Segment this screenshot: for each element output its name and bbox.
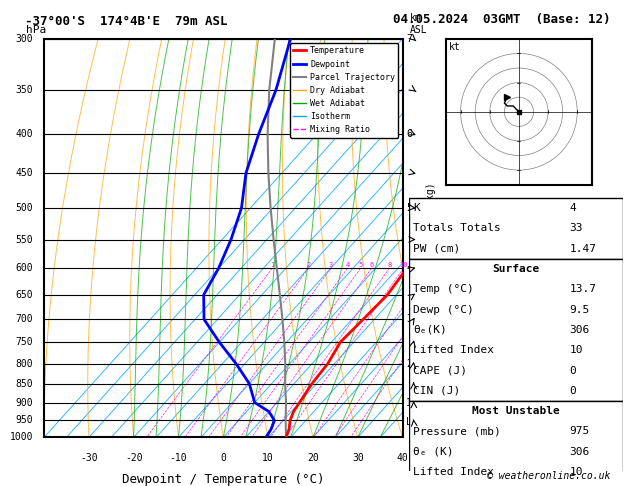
Text: Mixing Ratio (g/kg): Mixing Ratio (g/kg) xyxy=(426,182,437,294)
Text: 9.5: 9.5 xyxy=(569,305,589,314)
Text: © weatheronline.co.uk: © weatheronline.co.uk xyxy=(487,471,610,481)
Text: 2: 2 xyxy=(406,359,412,368)
Text: 1: 1 xyxy=(270,262,274,268)
Text: LCL: LCL xyxy=(406,417,424,427)
Text: 500: 500 xyxy=(16,203,33,213)
Text: 13.7: 13.7 xyxy=(569,284,596,295)
Text: 4: 4 xyxy=(345,262,350,268)
Text: θₑ(K): θₑ(K) xyxy=(413,325,447,335)
Text: Totals Totals: Totals Totals xyxy=(413,224,501,233)
Text: 975: 975 xyxy=(569,426,589,436)
Text: -37°00'S  174°4B'E  79m ASL: -37°00'S 174°4B'E 79m ASL xyxy=(25,16,228,28)
Text: Dewp (°C): Dewp (°C) xyxy=(413,305,474,314)
Text: 33: 33 xyxy=(569,224,582,233)
Text: -30: -30 xyxy=(80,453,97,463)
Text: θₑ (K): θₑ (K) xyxy=(413,447,454,457)
Text: 0: 0 xyxy=(569,386,576,396)
Text: 40: 40 xyxy=(397,453,408,463)
Text: 8: 8 xyxy=(387,262,391,268)
Text: Surface: Surface xyxy=(492,264,540,274)
Text: 10: 10 xyxy=(569,467,582,477)
Text: 30: 30 xyxy=(352,453,364,463)
Text: Temp (°C): Temp (°C) xyxy=(413,284,474,295)
Text: 450: 450 xyxy=(16,168,33,178)
Text: 5: 5 xyxy=(406,203,412,213)
Text: 5: 5 xyxy=(359,262,363,268)
Text: CAPE (J): CAPE (J) xyxy=(413,365,467,376)
Text: Most Unstable: Most Unstable xyxy=(472,406,560,416)
Text: 3: 3 xyxy=(329,262,333,268)
Text: 306: 306 xyxy=(569,325,589,335)
Text: 7: 7 xyxy=(406,34,412,44)
Text: 800: 800 xyxy=(16,359,33,368)
Text: Pressure (mb): Pressure (mb) xyxy=(413,426,501,436)
Text: 20: 20 xyxy=(307,453,319,463)
Text: -20: -20 xyxy=(125,453,143,463)
Text: 1.47: 1.47 xyxy=(569,244,596,254)
Text: 4: 4 xyxy=(406,263,412,273)
Text: Lifted Index: Lifted Index xyxy=(413,345,494,355)
Text: 10: 10 xyxy=(262,453,274,463)
Text: 700: 700 xyxy=(16,314,33,324)
Text: 10: 10 xyxy=(399,262,408,268)
Text: 350: 350 xyxy=(16,85,33,95)
Text: 1000: 1000 xyxy=(10,433,33,442)
Text: 25: 25 xyxy=(460,262,469,268)
Text: 600: 600 xyxy=(16,263,33,273)
Text: 20: 20 xyxy=(445,262,454,268)
Text: 6: 6 xyxy=(406,129,412,139)
Text: Lifted Index: Lifted Index xyxy=(413,467,494,477)
Text: 0: 0 xyxy=(220,453,226,463)
Text: 400: 400 xyxy=(16,129,33,139)
Text: 900: 900 xyxy=(16,398,33,408)
Text: CIN (J): CIN (J) xyxy=(413,386,460,396)
FancyBboxPatch shape xyxy=(409,198,623,259)
Text: km
ASL: km ASL xyxy=(409,13,427,35)
Text: -10: -10 xyxy=(170,453,187,463)
Text: hPa: hPa xyxy=(26,25,47,35)
Text: 0: 0 xyxy=(569,365,576,376)
Text: 15: 15 xyxy=(425,262,434,268)
Text: Dewpoint / Temperature (°C): Dewpoint / Temperature (°C) xyxy=(122,473,325,486)
Text: 306: 306 xyxy=(569,447,589,457)
Text: 750: 750 xyxy=(16,337,33,347)
Text: 300: 300 xyxy=(16,34,33,44)
Text: 10: 10 xyxy=(569,345,582,355)
Text: 950: 950 xyxy=(16,416,33,425)
FancyBboxPatch shape xyxy=(409,401,623,486)
Text: 4: 4 xyxy=(569,203,576,213)
Text: 650: 650 xyxy=(16,290,33,300)
Text: 1: 1 xyxy=(406,398,412,408)
Text: K: K xyxy=(413,203,420,213)
Text: kt: kt xyxy=(449,42,460,52)
Text: PW (cm): PW (cm) xyxy=(413,244,460,254)
Text: 04.05.2024  03GMT  (Base: 12): 04.05.2024 03GMT (Base: 12) xyxy=(392,13,610,26)
Text: 6: 6 xyxy=(369,262,374,268)
Text: 850: 850 xyxy=(16,379,33,389)
Text: 2: 2 xyxy=(306,262,311,268)
FancyBboxPatch shape xyxy=(409,259,623,401)
Text: 550: 550 xyxy=(16,235,33,244)
Legend: Temperature, Dewpoint, Parcel Trajectory, Dry Adiabat, Wet Adiabat, Isotherm, Mi: Temperature, Dewpoint, Parcel Trajectory… xyxy=(290,43,398,138)
Text: 3: 3 xyxy=(406,314,412,324)
